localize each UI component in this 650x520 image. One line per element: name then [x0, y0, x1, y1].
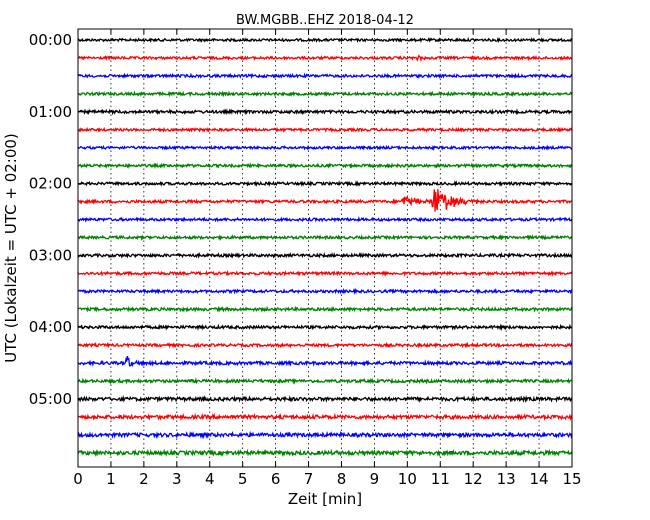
x-tick-label: 3	[172, 470, 182, 488]
trace-03:45	[77, 305, 573, 313]
y-tick-label: 02:00	[29, 175, 72, 193]
y-axis-label: UTC (Lokalzeit = UTC + 02:00)	[2, 133, 20, 363]
trace-group	[77, 36, 573, 458]
x-tick-label: 9	[370, 470, 380, 488]
y-tick-label: 04:00	[29, 318, 72, 336]
x-tick-label: 5	[238, 470, 248, 488]
trace-02:00	[77, 180, 573, 187]
trace-05:30	[77, 430, 573, 440]
x-tick-label: 1	[106, 470, 116, 488]
trace-00:00	[77, 36, 573, 44]
trace-04:30	[77, 355, 573, 368]
trace-01:15	[77, 126, 573, 133]
chart-title: BW.MGBB..EHZ 2018-04-12	[236, 13, 414, 28]
x-tick-label: 15	[562, 470, 581, 488]
trace-01:30	[77, 144, 573, 151]
x-tick-label: 0	[73, 470, 83, 488]
y-axis-ticks: 00:00 01:00 02:00 03:00 04:00 05:00	[29, 31, 572, 408]
trace-00:30	[77, 72, 573, 80]
x-tick-label: 2	[139, 470, 149, 488]
trace-01:00	[77, 108, 573, 116]
trace-05:00	[77, 394, 573, 404]
x-tick-label: 12	[464, 470, 483, 488]
trace-04:45	[77, 377, 573, 385]
trace-02:30	[77, 215, 573, 223]
plot-frame	[77, 28, 573, 468]
x-tick-label: 10	[398, 470, 417, 488]
trace-02:15	[77, 188, 573, 212]
x-axis-ticks: 0 1 2 3 4 5 6 7 8 9 10 11 12 13 14 15	[73, 29, 582, 488]
x-tick-label: 13	[497, 470, 516, 488]
x-tick-label: 6	[271, 470, 281, 488]
trace-02:45	[77, 233, 573, 241]
trace-05:15	[77, 412, 573, 422]
x-axis-label: Zeit [min]	[288, 490, 362, 508]
trace-03:00	[77, 251, 573, 260]
y-tick-label: 03:00	[29, 246, 72, 264]
x-tick-label: 14	[530, 470, 549, 488]
trace-00:45	[77, 90, 573, 98]
grid-lines	[110, 29, 540, 467]
x-tick-label: 7	[304, 470, 314, 488]
y-tick-label: 01:00	[29, 103, 72, 121]
trace-03:30	[77, 287, 573, 296]
trace-00:15	[77, 54, 573, 63]
x-tick-label: 4	[205, 470, 215, 488]
trace-04:15	[77, 341, 573, 349]
y-tick-label: 00:00	[29, 31, 72, 49]
y-tick-label: 05:00	[29, 390, 72, 408]
x-tick-label: 8	[337, 470, 347, 488]
trace-01:45	[77, 162, 573, 170]
x-tick-label: 11	[431, 470, 450, 488]
trace-03:15	[77, 269, 573, 277]
trace-04:00	[77, 323, 573, 332]
trace-05:45	[77, 448, 573, 458]
